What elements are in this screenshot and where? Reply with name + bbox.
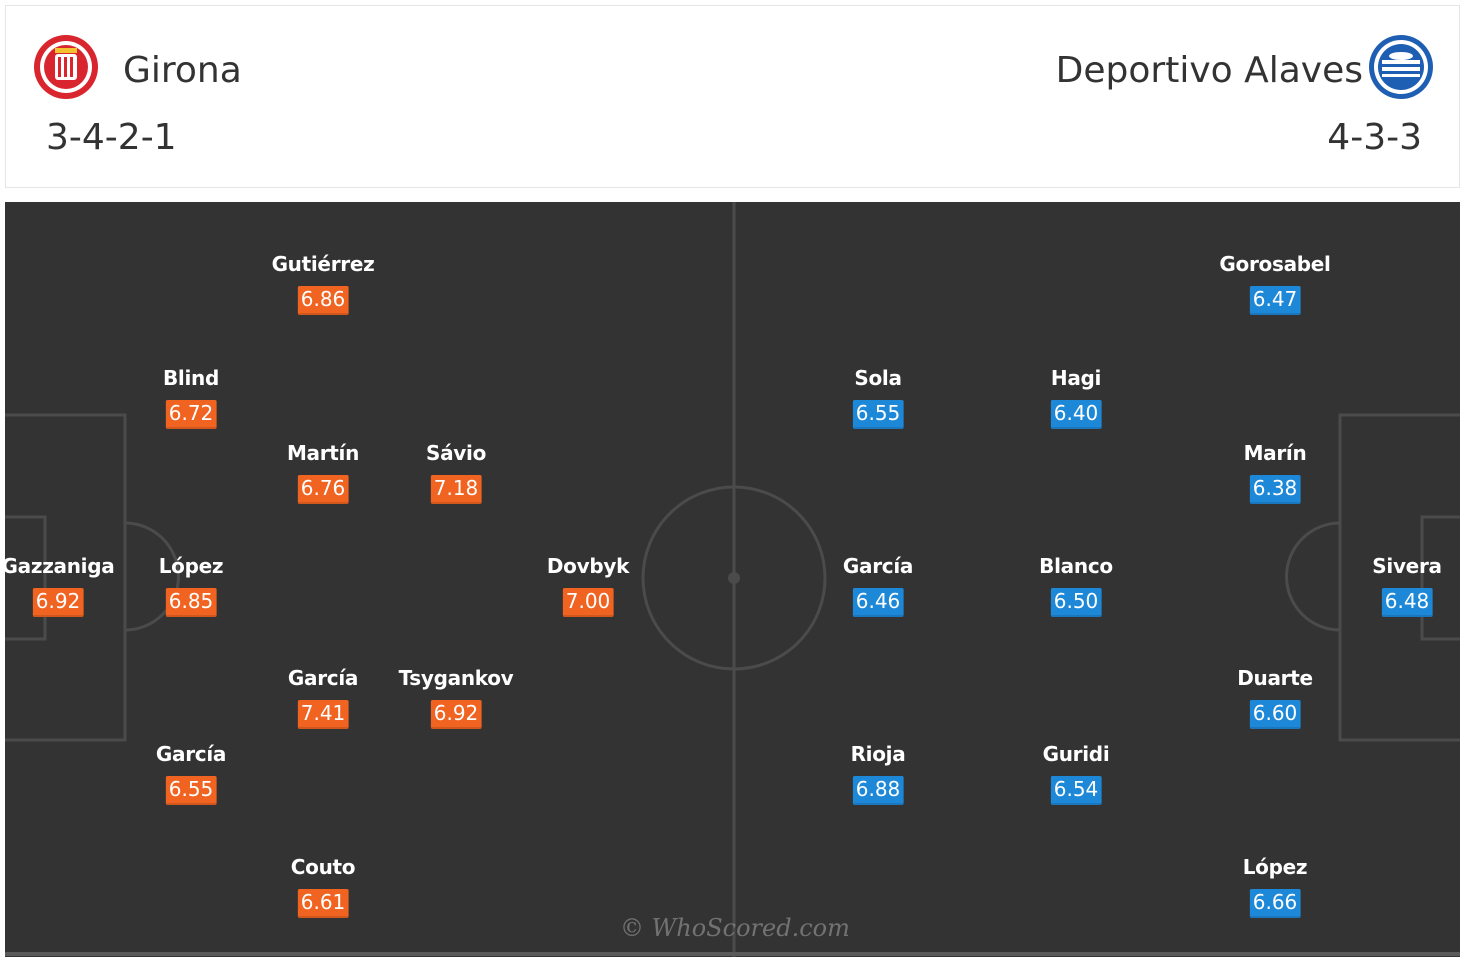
- player-rating: 7.00: [562, 588, 614, 617]
- pitch: Gutiérrez 6.86 Blind 6.72 Martín 6.76 Sá…: [5, 202, 1460, 957]
- player-name: López: [1242, 855, 1308, 879]
- player-rating: 6.55: [165, 776, 217, 805]
- player-rating: 6.46: [852, 588, 904, 617]
- player-name: Sivera: [1372, 554, 1442, 578]
- player-name: Blind: [162, 366, 220, 390]
- player-name: Tsygankov: [398, 666, 514, 690]
- player-rating: 6.76: [297, 475, 349, 504]
- player-name: Duarte: [1237, 666, 1313, 690]
- alaves-crest-icon: [1369, 35, 1433, 99]
- player-name: Gutiérrez: [271, 252, 375, 276]
- player-name: García: [155, 742, 227, 766]
- player-rating: 6.66: [1249, 889, 1301, 918]
- home-formation: 3-4-2-1: [46, 117, 177, 158]
- player-name: Guridi: [1042, 742, 1110, 766]
- player-rating: 6.47: [1249, 286, 1301, 315]
- player-name: Couto: [290, 855, 356, 879]
- player-rating: 6.50: [1050, 588, 1102, 617]
- player-name: Gazzaniga: [5, 554, 115, 578]
- player-name: Blanco: [1039, 554, 1113, 578]
- player-name: García: [842, 554, 914, 578]
- player-name: García: [287, 666, 359, 690]
- player-rating: 6.54: [1050, 776, 1102, 805]
- away-formation: 4-3-3: [1327, 117, 1422, 158]
- pitch-markings: [5, 202, 1460, 957]
- player-rating: 6.72: [165, 400, 217, 429]
- match-header: Girona 3-4-2-1 Deportivo Alaves 4-3-3: [5, 5, 1460, 188]
- player-rating: 6.85: [165, 588, 217, 617]
- player-name: Sola: [854, 366, 902, 390]
- player-rating: 6.86: [297, 286, 349, 315]
- player-name: Rioja: [850, 742, 906, 766]
- player-rating: 6.55: [852, 400, 904, 429]
- watermark: © WhoScored.com: [620, 914, 850, 942]
- player-rating: 7.41: [297, 700, 349, 729]
- away-team-name[interactable]: Deportivo Alaves: [1055, 50, 1363, 91]
- player-rating: 6.60: [1249, 700, 1301, 729]
- player-name: López: [158, 554, 224, 578]
- player-rating: 7.18: [430, 475, 482, 504]
- player-name: Gorosabel: [1219, 252, 1331, 276]
- player-name: Dovbyk: [546, 554, 630, 578]
- player-name: Sávio: [425, 441, 487, 465]
- player-rating: 6.61: [297, 889, 349, 918]
- player-rating: 6.38: [1249, 475, 1301, 504]
- player-name: Marín: [1243, 441, 1307, 465]
- player-rating: 6.88: [852, 776, 904, 805]
- player-rating: 6.40: [1050, 400, 1102, 429]
- player-rating: 6.48: [1381, 588, 1433, 617]
- player-rating: 6.92: [430, 700, 482, 729]
- home-team-name[interactable]: Girona: [123, 50, 242, 91]
- player-rating: 6.92: [32, 588, 84, 617]
- player-name: Martín: [286, 441, 360, 465]
- girona-crest-icon: [34, 35, 98, 99]
- player-name: Hagi: [1050, 366, 1102, 390]
